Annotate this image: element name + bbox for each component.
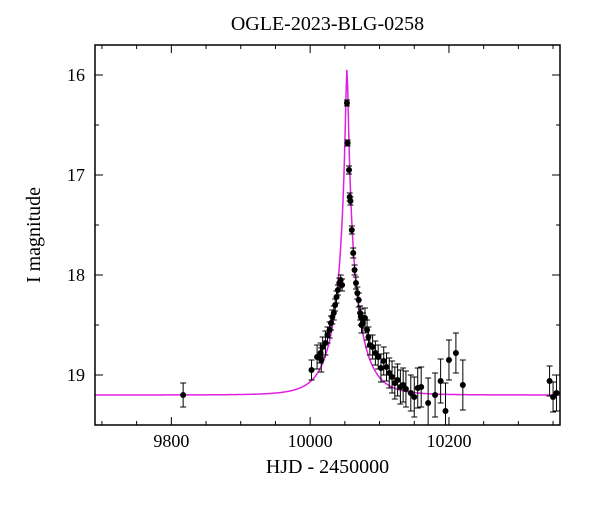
x-tick-label: 9800 [153,431,189,451]
x-tick-label: 10200 [426,431,471,451]
y-axis-label: I magnitude [23,187,45,283]
light-curve-chart: 9800 10000 10200 16 17 18 19 OGLE-2023-BLG-0258… [0,0,600,512]
y-tick-label: 18 [67,265,85,285]
x-axis-label: HJD - 2450000 [266,456,389,478]
y-tick-label: 17 [67,165,85,185]
y-tick-label: 19 [67,365,85,385]
y-tick-label: 16 [67,65,85,85]
chart-title: OGLE-2023-BLG-0258 [231,13,424,35]
chart-svg: 9800 10000 10200 16 17 18 19 OGLE-2023-BLG-0258… [0,0,600,512]
x-tick-label: 10000 [288,431,333,451]
